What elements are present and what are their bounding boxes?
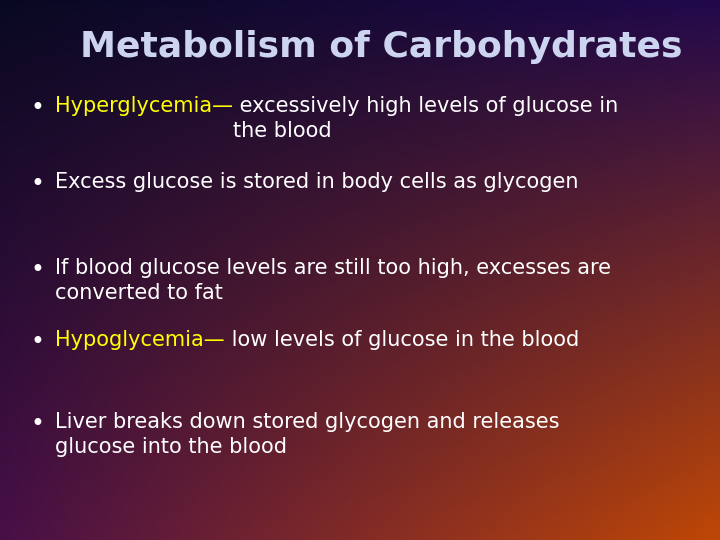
Text: low levels of glucose in the blood: low levels of glucose in the blood xyxy=(225,330,579,350)
Text: •: • xyxy=(30,96,44,120)
Text: If blood glucose levels are still too high, excesses are
converted to fat: If blood glucose levels are still too hi… xyxy=(55,258,611,303)
Text: •: • xyxy=(30,172,44,196)
Text: Metabolism of Carbohydrates: Metabolism of Carbohydrates xyxy=(80,30,683,64)
Text: excessively high levels of glucose in
the blood: excessively high levels of glucose in th… xyxy=(233,96,618,141)
Text: Excess glucose is stored in body cells as glycogen: Excess glucose is stored in body cells a… xyxy=(55,172,578,192)
Text: Hyperglycemia—: Hyperglycemia— xyxy=(55,96,233,116)
Text: •: • xyxy=(30,258,44,282)
Text: Liver breaks down stored glycogen and releases
glucose into the blood: Liver breaks down stored glycogen and re… xyxy=(55,412,559,457)
Text: •: • xyxy=(30,330,44,354)
Text: •: • xyxy=(30,412,44,436)
Text: Hypoglycemia—: Hypoglycemia— xyxy=(55,330,225,350)
